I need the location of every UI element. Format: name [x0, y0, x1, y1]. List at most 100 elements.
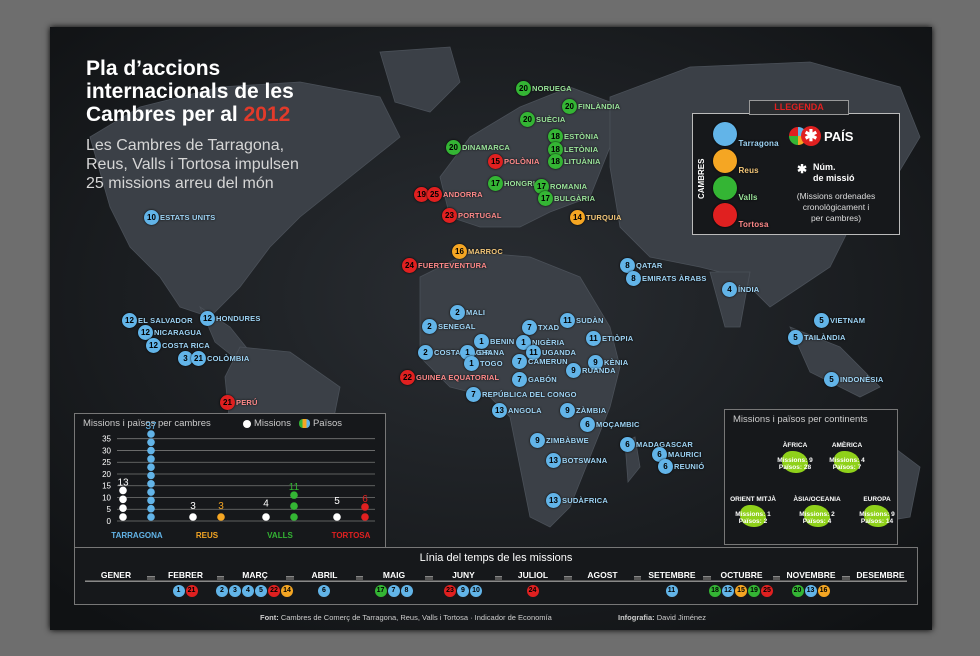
timeline-mission-dot[interactable]: 22 [268, 585, 280, 597]
timeline-mission-dot[interactable]: 4 [242, 585, 254, 597]
timeline-mission-dot[interactable]: 20 [791, 585, 804, 597]
mission-marker[interactable]: 11 ETIÒPIA [586, 330, 633, 346]
mission-marker[interactable]: 5 VIETNAM [814, 312, 865, 328]
mission-marker[interactable]: 5 TAILÀNDIA [788, 329, 846, 345]
mission-marker[interactable]: 6 REUNIÓ [658, 458, 704, 474]
timeline-mission-dot[interactable]: 24 [526, 585, 539, 597]
mission-marker[interactable]: 7 TXAD [522, 319, 559, 335]
mission-marker[interactable]: 9 KÈNIA [588, 354, 628, 370]
mission-marker[interactable]: 19 25 ANDORRA [414, 186, 483, 202]
mission-marker[interactable]: 15 POLÒNIA [488, 153, 540, 169]
timeline-mission-dot[interactable]: 2 [216, 585, 228, 597]
mission-marker[interactable]: 17 HONGRIA [488, 175, 541, 191]
mission-marker[interactable]: 6 MAURICI [652, 446, 701, 462]
mission-marker[interactable]: 7 GABÓN [512, 371, 557, 387]
mission-marker[interactable]: 22 GUINEA EQUATORIAL [400, 369, 500, 385]
mission-marker[interactable]: 24 FUERTEVENTURA [402, 257, 487, 273]
mission-marker[interactable]: 20 DINAMARCA [446, 139, 510, 155]
mission-marker[interactable]: 2 SENEGAL [422, 318, 476, 334]
mission-marker[interactable]: 1 NIGÈRIA [516, 334, 565, 350]
mission-marker[interactable]: 18 ESTÒNIA [548, 128, 599, 144]
mission-marker[interactable]: 1 BENIN [474, 333, 515, 349]
mission-marker[interactable]: 18 LITUÀNIA [548, 153, 601, 169]
timeline-mission-dot[interactable]: 10 [470, 585, 482, 597]
timeline-mission-dot[interactable]: 13 [804, 585, 817, 597]
mission-marker[interactable]: 13 SUDÀFRICA [546, 492, 608, 508]
timeline-mission-dot[interactable]: 6 [318, 585, 330, 597]
timeline-mission-dot[interactable]: 11 [665, 585, 678, 597]
country-name: MADAGASCAR [636, 439, 693, 449]
country-name: GUINEA EQUATORIAL [416, 372, 500, 382]
timeline-mission-dot[interactable]: 25 [761, 585, 773, 597]
mission-marker[interactable]: 7 CAMERUN [512, 353, 568, 369]
timeline-mission-dot[interactable]: 8 [400, 585, 413, 597]
mission-number: 7 [512, 353, 527, 369]
mission-marker[interactable]: 17 ROMANIA [534, 178, 588, 194]
mission-marker[interactable]: 17 BULGÀRIA [538, 190, 595, 206]
mission-marker[interactable]: 13 BOTSWANA [546, 452, 607, 468]
chart-missions-dot [119, 486, 127, 495]
mission-marker[interactable]: 5 INDONÈSIA [824, 371, 883, 387]
mission-marker[interactable]: 8 EMIRATS ÀRABS [626, 270, 707, 286]
timeline-month: FEBRER [154, 570, 217, 580]
mission-marker[interactable]: 7 REPÚBLICA DEL CONGO [466, 386, 577, 402]
mission-marker[interactable]: 21 PERÚ [220, 394, 258, 410]
mission-marker[interactable]: 12 COSTA RICA [146, 337, 210, 353]
timeline-mission-dot[interactable]: 5 [255, 585, 267, 597]
mission-marker[interactable]: 12 NICARAGUA [138, 324, 202, 340]
timeline-mission-dot[interactable]: 15 [735, 585, 747, 597]
footer-source-text: Cambres de Comerç de Tarragona, Reus, Va… [280, 613, 552, 622]
continent-countries: Països: 7 [832, 464, 862, 471]
timeline-month: GENER [85, 570, 147, 580]
timeline-mission-dot[interactable]: 9 [457, 585, 469, 597]
mission-marker[interactable]: 9 ZIMBÀBWE [530, 432, 589, 448]
chart-paisos-dot [361, 513, 369, 521]
mission-marker[interactable]: 9 ZÀMBIA [560, 402, 606, 418]
country-name: UGANDA [542, 347, 577, 357]
country-name: LITUÀNIA [564, 156, 601, 166]
mission-marker[interactable]: 20 SUÈCIA [520, 111, 566, 127]
mission-marker[interactable]: 23 PORTUGAL [442, 207, 502, 223]
mission-marker[interactable]: 16 MARROC [452, 243, 503, 259]
mission-marker[interactable]: 14 TURQUIA [570, 209, 622, 225]
timeline-mission-dot[interactable]: 3 [229, 585, 241, 597]
chart-category-label: TORTOSA [332, 531, 371, 540]
mission-marker[interactable]: 20 NORUEGA [516, 80, 572, 96]
mission-number: 17 [538, 190, 553, 206]
timeline-mission-dot[interactable]: 1 [172, 585, 185, 597]
mission-marker[interactable]: 6 MOÇAMBIC [580, 416, 640, 432]
mission-marker[interactable]: 11 SUDÀN [560, 312, 604, 328]
country-name: ROMANIA [550, 181, 588, 191]
country-name: RUANDA [582, 365, 616, 375]
country-name: PERÚ [236, 397, 258, 407]
mission-marker[interactable]: 13 ANGOLA [492, 402, 542, 418]
mission-marker[interactable]: 8 QATAR [620, 257, 663, 273]
timeline-mission-dot[interactable]: 12 [722, 585, 734, 597]
mission-number: 7 [512, 371, 527, 387]
timeline-mission-dot[interactable]: 19 [748, 585, 760, 597]
mission-marker[interactable]: 2 MALI [450, 304, 485, 320]
chart-ytick-label: 15 [102, 482, 111, 491]
timeline-mission-dot[interactable]: 18 [709, 585, 721, 597]
country-name: BENIN [490, 336, 515, 346]
mission-marker[interactable]: 3 21 COLÒMBIA [178, 350, 249, 366]
mission-marker[interactable]: 18 LETÒNIA [548, 141, 598, 157]
mission-marker[interactable]: 4 ÍNDIA [722, 281, 759, 297]
chart-legend-missions-icon [243, 419, 251, 428]
chart-category-label: TARRAGONA [111, 531, 163, 540]
timeline-mission-dot[interactable]: 7 [387, 585, 400, 597]
mission-marker[interactable]: 1 TOGO [464, 355, 503, 371]
timeline-mission-dot[interactable]: 21 [185, 585, 198, 597]
mission-marker[interactable]: 12 HONDURES [200, 310, 261, 326]
mission-number: 11 [586, 330, 601, 346]
timeline-mission-dot[interactable]: 14 [281, 585, 293, 597]
mission-marker[interactable]: 6 MADAGASCAR [620, 436, 693, 452]
mission-marker[interactable]: 9 RUANDA [566, 362, 616, 378]
mission-marker[interactable]: 10 ESTATS UNITS [144, 209, 215, 225]
timeline-mission-dot[interactable]: 17 [374, 585, 387, 597]
timeline-mission-dot[interactable]: 23 [444, 585, 456, 597]
mission-marker[interactable]: 11 UGANDA [526, 344, 577, 360]
timeline-mission-dot[interactable]: 16 [817, 585, 830, 597]
mission-marker[interactable]: 20 FINLÀNDIA [562, 98, 620, 114]
mission-marker[interactable]: 12 EL SALVADOR [122, 312, 193, 328]
